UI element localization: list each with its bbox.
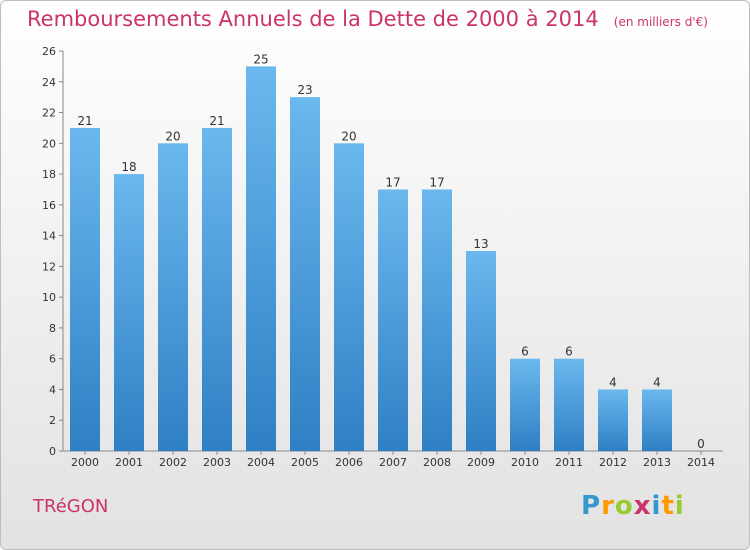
value-label: 23	[297, 83, 312, 97]
value-label: 4	[653, 375, 661, 389]
x-tick-label: 2013	[643, 456, 671, 469]
bar	[70, 127, 100, 451]
bar	[158, 143, 188, 452]
y-tick-label: 6	[49, 353, 56, 366]
y-tick-label: 10	[42, 291, 56, 304]
value-label: 21	[77, 114, 92, 128]
x-tick-label: 2008	[423, 456, 451, 469]
x-tick-label: 2004	[247, 456, 275, 469]
bar	[510, 358, 540, 451]
y-tick-label: 4	[49, 383, 56, 396]
y-tick-label: 22	[42, 107, 56, 120]
bar	[114, 174, 144, 452]
value-label: 20	[165, 129, 180, 143]
bar	[422, 189, 452, 451]
value-label: 25	[253, 52, 268, 66]
x-tick-label: 2012	[599, 456, 627, 469]
value-label: 6	[565, 345, 573, 359]
value-label: 20	[341, 129, 356, 143]
value-label: 13	[473, 237, 488, 251]
value-label: 6	[521, 345, 529, 359]
bars	[70, 66, 672, 452]
y-tick-label: 20	[42, 137, 56, 150]
bar	[378, 189, 408, 451]
value-label: 0	[697, 437, 705, 451]
x-tick-label: 2003	[203, 456, 231, 469]
y-tick-label: 16	[42, 199, 56, 212]
x-tick-label: 2005	[291, 456, 319, 469]
x-tick-label: 2002	[159, 456, 187, 469]
x-tick-label: 2006	[335, 456, 363, 469]
chart-title: Remboursements Annuels de la Dette de 20…	[27, 7, 599, 31]
value-label: 21	[209, 114, 224, 128]
x-tick-label: 2011	[555, 456, 583, 469]
value-label: 17	[385, 175, 400, 189]
x-tick-label: 2000	[71, 456, 99, 469]
x-tick-label: 2007	[379, 456, 407, 469]
bar	[554, 358, 584, 451]
x-tick-label: 2010	[511, 456, 539, 469]
proxiti-logo[interactable]: Proxiti	[581, 491, 685, 521]
bar	[598, 389, 628, 451]
labels: 2000212001182002202003212004252005232006…	[71, 52, 715, 469]
bar	[290, 97, 320, 452]
bar	[334, 143, 364, 452]
chart-unit: (en milliers d'€)	[613, 15, 708, 29]
bar	[642, 389, 672, 451]
y-tick-label: 18	[42, 168, 56, 181]
value-label: 18	[121, 160, 136, 174]
y-tick-label: 8	[49, 322, 56, 335]
bar	[202, 127, 232, 451]
y-tick-label: 26	[42, 45, 56, 58]
x-tick-label: 2009	[467, 456, 495, 469]
y-tick-label: 24	[42, 76, 56, 89]
title-row: Remboursements Annuels de la Dette de 20…	[27, 7, 708, 31]
y-tick-label: 14	[42, 230, 56, 243]
bar	[466, 251, 496, 451]
value-label: 17	[429, 175, 444, 189]
y-tick-label: 0	[49, 445, 56, 458]
bar	[246, 66, 276, 451]
commune-name: TRéGON	[33, 496, 109, 517]
y-tick-label: 12	[42, 260, 56, 273]
value-label: 4	[609, 375, 617, 389]
x-tick-label: 2001	[115, 456, 143, 469]
y-tick-label: 2	[49, 414, 56, 427]
x-tick-label: 2014	[687, 456, 715, 469]
